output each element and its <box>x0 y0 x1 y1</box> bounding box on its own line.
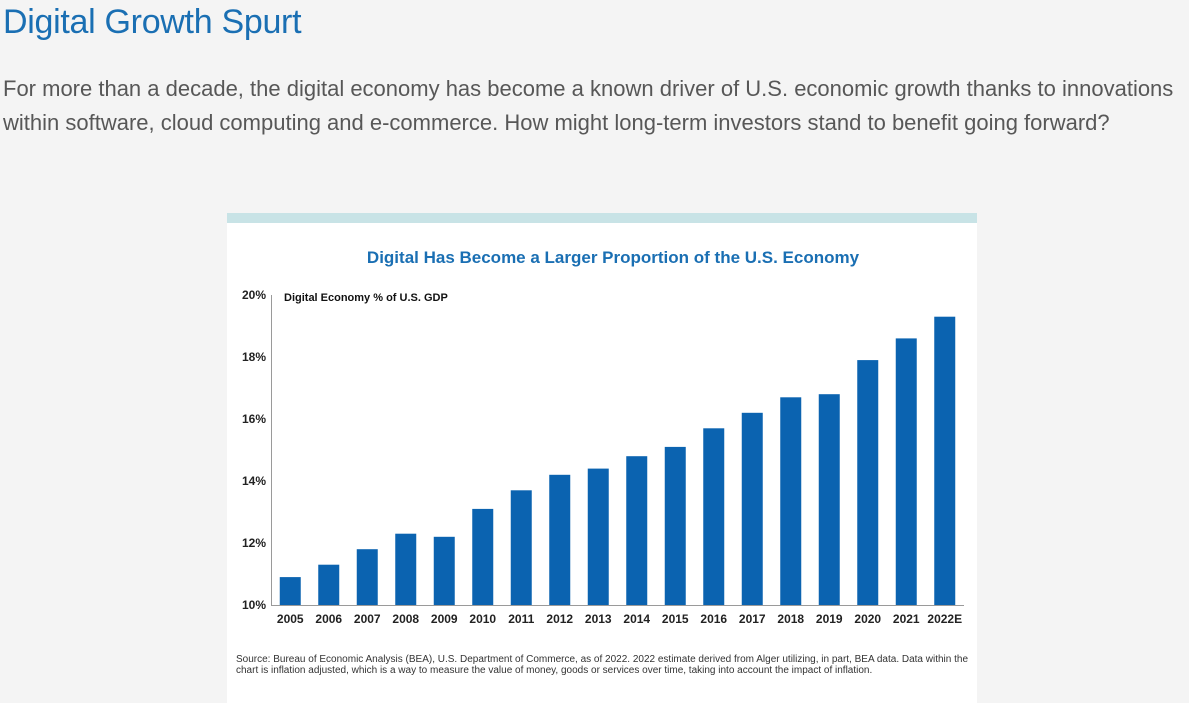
x-tick-label: 2022E <box>927 612 962 626</box>
y-tick-label: 10% <box>242 598 266 612</box>
bar-2014 <box>626 456 648 605</box>
bar-2016 <box>703 428 725 605</box>
bar-2017 <box>741 412 763 605</box>
x-tick-label: 2011 <box>508 612 534 626</box>
bar-2015 <box>664 446 686 605</box>
x-tick-label: 2009 <box>431 612 458 626</box>
x-axis-ticks: 2005 2006 2007 2008 2009 2010 2011 2012 2013 2014… <box>277 612 962 626</box>
x-tick-label: 2008 <box>392 612 419 626</box>
x-tick-label: 2013 <box>585 612 612 626</box>
x-tick-label: 2017 <box>739 612 766 626</box>
bar-2018 <box>780 397 802 605</box>
bar-2020 <box>857 360 879 605</box>
intro-paragraph: For more than a decade, the digital econ… <box>3 76 1174 135</box>
bar-chart: Digital Has Become a Larger Proportion o… <box>242 248 964 626</box>
bar-2011 <box>510 490 532 605</box>
bars <box>279 316 956 605</box>
x-tick-label: 2018 <box>777 612 804 626</box>
chart-card: Digital Has Become a Larger Proportion o… <box>227 213 977 703</box>
x-tick-label: 2006 <box>315 612 342 626</box>
x-tick-label: 2005 <box>277 612 304 626</box>
x-tick-label: 2015 <box>662 612 689 626</box>
y-tick-label: 20% <box>242 288 266 302</box>
bar-2005 <box>279 577 301 605</box>
bar-2006 <box>318 564 340 605</box>
bar-2013 <box>587 468 609 605</box>
chart-accent-bar <box>227 213 977 223</box>
y-axis-ticks: 20% 18% 16% 14% 12% 10% <box>242 288 266 612</box>
source-note: Source: Bureau of Economic Analysis (BEA… <box>236 654 969 676</box>
x-tick-label: 2014 <box>623 612 650 626</box>
x-tick-label: 2016 <box>700 612 727 626</box>
x-tick-label: 2019 <box>816 612 843 626</box>
chart-title: Digital Has Become a Larger Proportion o… <box>367 248 860 267</box>
bar-2007 <box>356 549 378 605</box>
bar-2010 <box>472 508 494 605</box>
x-tick-label: 2021 <box>893 612 920 626</box>
series-label: Digital Economy % of U.S. GDP <box>284 292 448 304</box>
y-tick-label: 12% <box>242 536 266 550</box>
bar-2008 <box>395 533 417 605</box>
x-tick-label: 2007 <box>354 612 381 626</box>
bar-2009 <box>433 536 455 605</box>
x-tick-label: 2020 <box>854 612 881 626</box>
y-tick-label: 14% <box>242 474 266 488</box>
page-title: Digital Growth Spurt <box>3 3 302 41</box>
y-tick-label: 16% <box>242 412 266 426</box>
x-tick-label: 2012 <box>546 612 573 626</box>
bar-2012 <box>549 474 571 605</box>
bar-2019 <box>818 394 840 605</box>
bar-2022e <box>934 316 956 605</box>
y-tick-label: 18% <box>242 350 266 364</box>
x-tick-label: 2010 <box>469 612 496 626</box>
bar-2021 <box>895 338 917 605</box>
